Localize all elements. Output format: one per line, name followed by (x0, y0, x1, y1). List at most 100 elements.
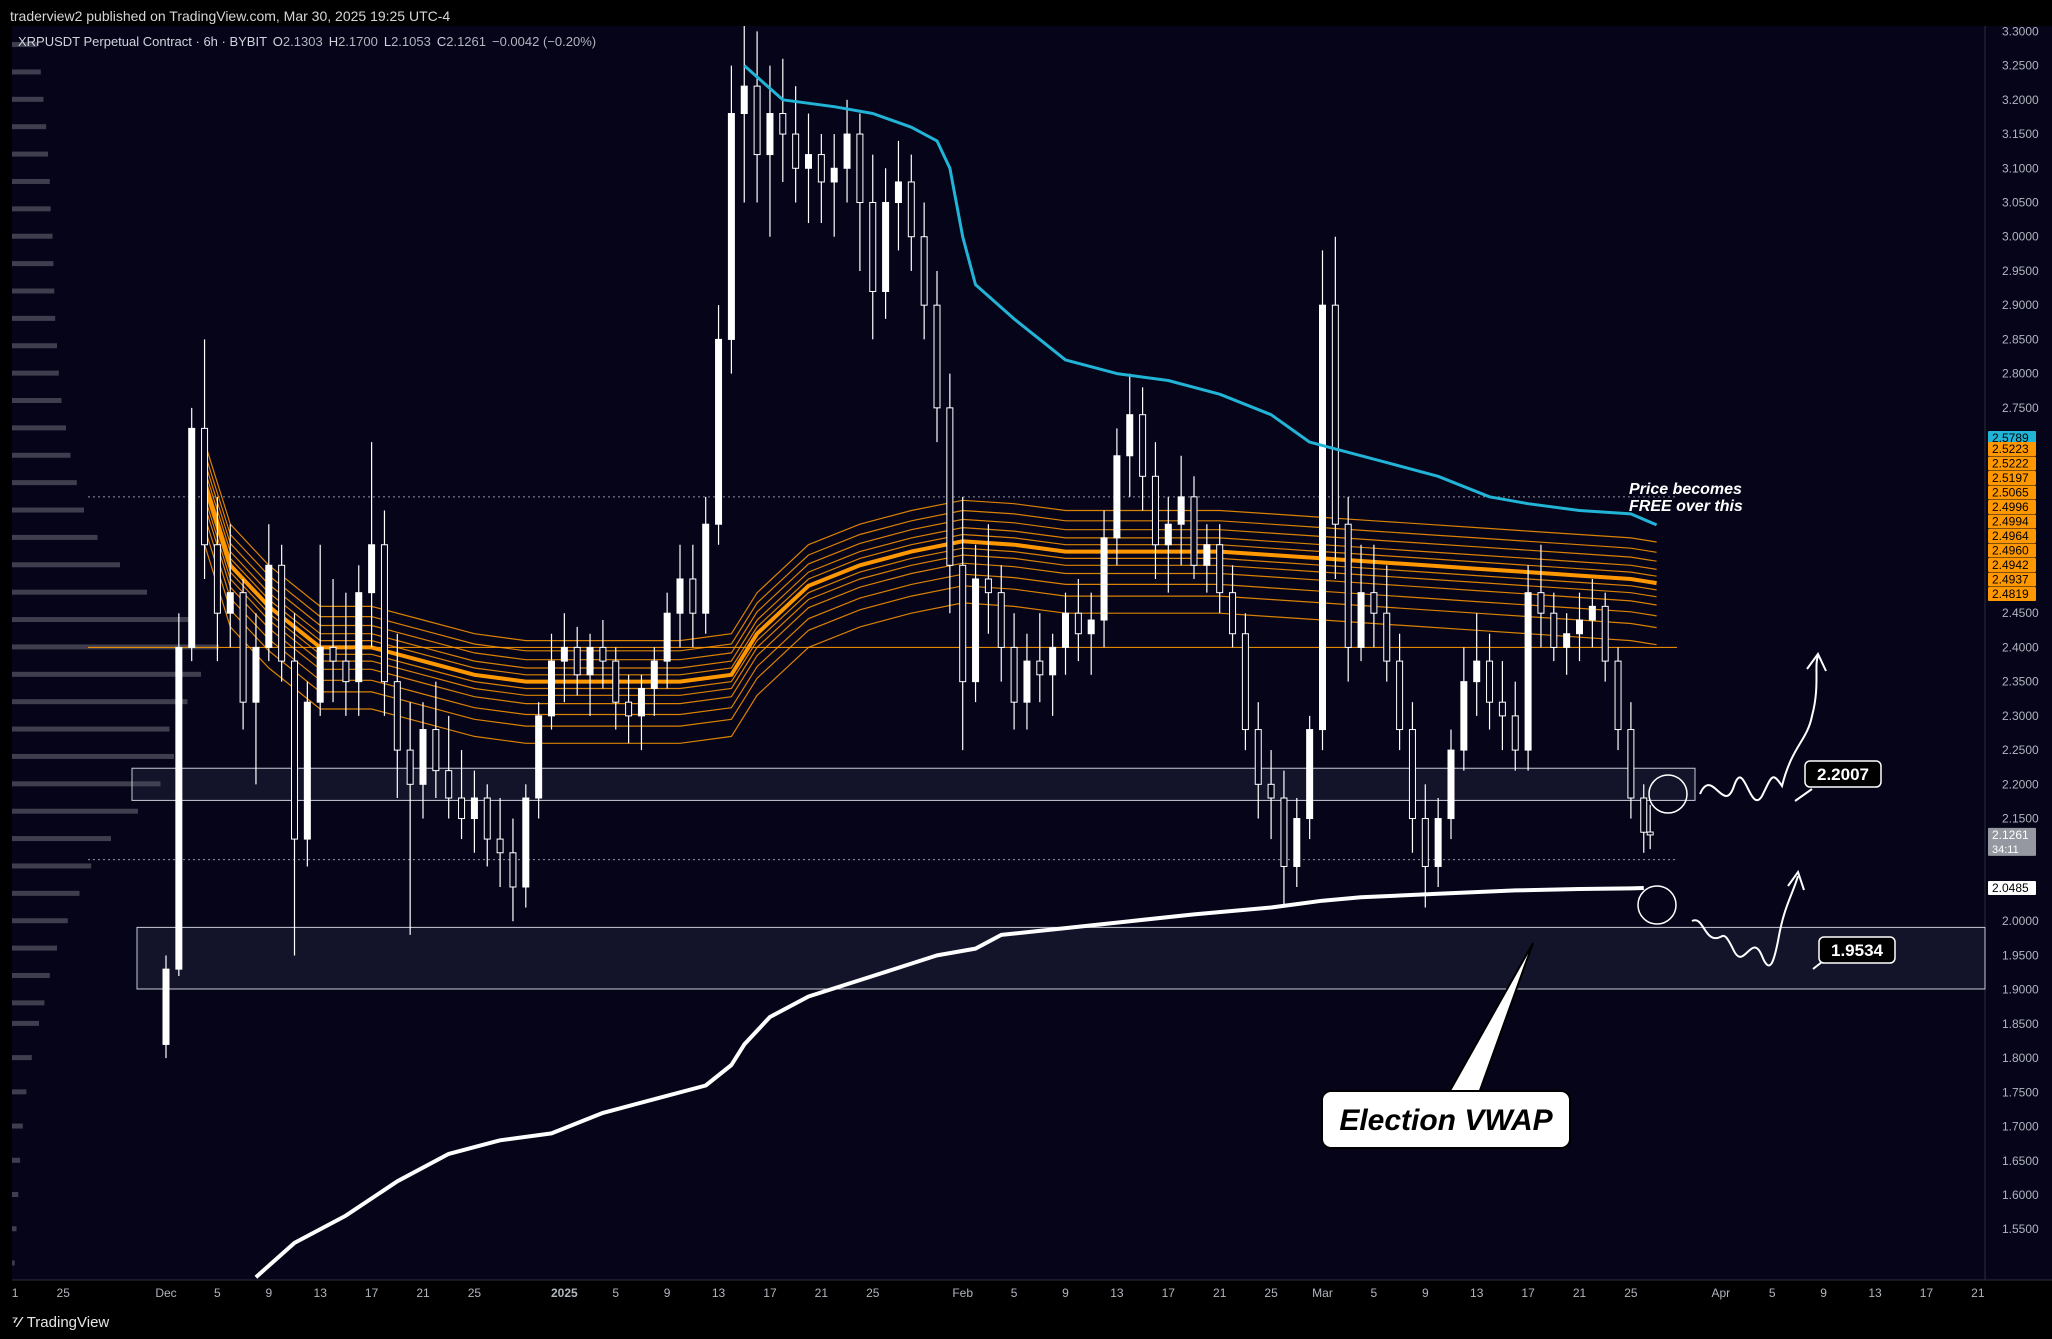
candle-body (869, 202, 877, 292)
candlesticks (162, 4, 1654, 1059)
volume-profile-row (12, 562, 120, 568)
support-zone-box (136, 926, 1986, 990)
callout-connector-upper (1794, 788, 1813, 802)
election-vwap-label: Election VWAP (1339, 1104, 1553, 1137)
time-axis[interactable]: 21 25 Dec 5 9 13 17 21 25 2025 5 9 13 17 21 25 Feb 5 9 13 17… (5, 1286, 1985, 1300)
price-tick-label: 2.9000 (2002, 298, 2039, 312)
time-tick-label: 5 (1371, 1286, 1378, 1300)
time-tick-label: 17 (763, 1286, 777, 1300)
candle-body (1550, 612, 1558, 648)
time-tick-label: 17 (1162, 1286, 1176, 1300)
time-tick-label: Dec (155, 1286, 176, 1300)
volume-profile-row (12, 808, 138, 814)
candle-body (830, 167, 838, 183)
orange-band-line (204, 489, 1657, 690)
volume-profile-row (12, 534, 98, 540)
candle-body (856, 133, 864, 204)
candle-body (1216, 544, 1224, 594)
volume-profile-row (12, 261, 54, 267)
chart-area[interactable]: 2.2007 1.9534 Price becomes FREE over th… (5, 4, 2052, 1306)
candle-body (1524, 592, 1532, 751)
candle-body (1473, 660, 1481, 683)
candle-body (1023, 660, 1031, 703)
time-tick-label: 25 (1624, 1286, 1638, 1300)
price-axis-marker-text: 2.4996 (1992, 500, 2029, 514)
price-tick-label: 2.0000 (2002, 914, 2039, 928)
candle-body (1319, 304, 1326, 731)
price-axis[interactable]: 3.3000 3.2500 3.2000 3.1500 3.1000 3.0500 3.00… (2002, 24, 2039, 1236)
price-axis-marker-text: 2.4937 (1992, 573, 2029, 587)
candle-body (1614, 660, 1622, 731)
candle-body (753, 85, 761, 156)
projection-arrow-upper (1806, 652, 1827, 672)
price-tick-label: 2.4000 (2002, 640, 2039, 654)
candle-body (1357, 592, 1365, 648)
candle-body (1049, 646, 1057, 676)
orange-band-line (202, 482, 1657, 684)
candle-body (522, 797, 530, 888)
volume-profile-row (12, 1000, 45, 1006)
candle-body (329, 646, 337, 662)
candle-body (972, 578, 980, 683)
volume-profile-row (12, 589, 147, 595)
price-axis-marker (1988, 485, 2036, 500)
tradingview-logo-icon: ⁷⁄ (12, 1314, 21, 1331)
candle-body (162, 968, 170, 1045)
time-tick-label: 17 (1521, 1286, 1535, 1300)
price-axis-marker-text: 2.0485 (1992, 881, 2029, 895)
time-tick-label: 2025 (551, 1286, 578, 1300)
publish-header: traderview2 published on TradingView.com… (0, 0, 2052, 30)
price-tick-label: 3.2000 (2002, 93, 2039, 107)
time-tick-label: 9 (664, 1286, 671, 1300)
candle-body (1267, 783, 1275, 799)
candle-body (201, 427, 209, 546)
price-tick-label: 1.8500 (2002, 1017, 2039, 1031)
tradingview-brand: TradingView (26, 1314, 110, 1331)
price-chart[interactable]: 2.2007 1.9534 Price becomes FREE over th… (5, 4, 2052, 1306)
candle-body (715, 338, 723, 525)
candle-body (843, 133, 851, 169)
time-tick-label: 13 (1110, 1286, 1124, 1300)
price-tick-label: 1.7500 (2002, 1085, 2039, 1099)
volume-profile-row (12, 945, 57, 951)
candle-body (355, 592, 363, 683)
price-tick-label: 3.2500 (2002, 59, 2039, 73)
legend-high: 2.1700 (338, 34, 378, 49)
price-axis-countdown: 34:11 (1992, 844, 2019, 856)
volume-profile-row (12, 836, 111, 842)
price-axis-marker-text: 2.5222 (1992, 457, 2029, 471)
candle-body (920, 236, 928, 306)
volume-profile-row (12, 343, 57, 349)
candle-body (997, 592, 1005, 648)
candle-body (1640, 797, 1648, 833)
legend-change: −0.0042 (−0.20%) (492, 34, 596, 49)
candle-body (1498, 701, 1506, 717)
legend-close-label: C (437, 34, 446, 49)
candle-body (676, 578, 684, 614)
volume-profile-row (12, 398, 62, 404)
candle-body (406, 749, 414, 785)
orange-band-line (204, 452, 1657, 652)
legend-close: 2.1261 (446, 34, 486, 49)
candle-body (265, 564, 273, 648)
candle-body (1576, 619, 1583, 635)
candle-body (1396, 660, 1404, 731)
candle-body (1074, 612, 1082, 635)
candle-body (1646, 831, 1654, 836)
volume-profile-row (12, 918, 68, 924)
candle-body (1151, 475, 1159, 546)
candle-body (959, 564, 967, 683)
candle-body (316, 646, 324, 703)
candle-body (252, 646, 260, 703)
candle-body (1164, 523, 1172, 546)
candle-body (1280, 797, 1288, 867)
volume-profile-row (12, 863, 92, 869)
price-axis-marker-text: 2.5197 (1992, 471, 2029, 485)
volume-profile-row (12, 288, 55, 294)
volume-profile-row (12, 42, 38, 48)
legend-high-label: H (329, 34, 338, 49)
candle-body (213, 544, 221, 614)
tradingview-logo[interactable]: ⁷⁄ TradingView (12, 1314, 109, 1331)
volume-profile-row (12, 151, 48, 157)
volume-profile-row (12, 890, 80, 896)
